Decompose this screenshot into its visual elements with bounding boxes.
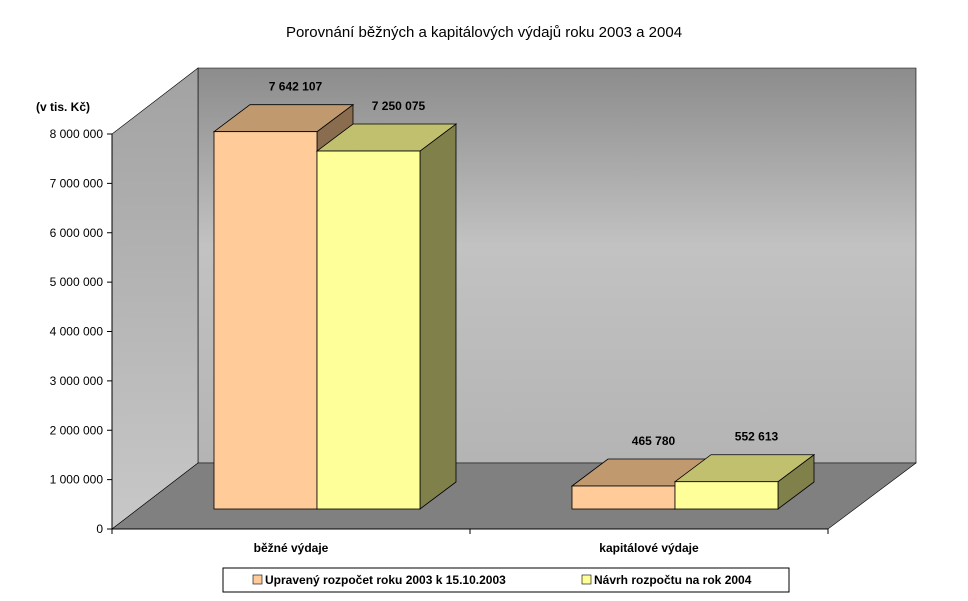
- y-axis: 0 1 000 000 2 000 000 3 000 000 4 000 000 5 0…: [50, 127, 113, 536]
- y-tick-label: 5 000 000: [50, 275, 104, 289]
- x-axis: běžné výdaje kapitálové výdaje: [111, 528, 829, 555]
- y-tick-label: 8 000 000: [50, 127, 104, 141]
- y-tick-label: 4 000 000: [50, 325, 104, 339]
- x-category-label: kapitálové výdaje: [599, 541, 699, 555]
- y-tick-label: 7 000 000: [50, 176, 104, 190]
- legend-swatch-series-1: [252, 574, 263, 585]
- y-tick-label: 0: [96, 522, 103, 536]
- bar-data-label: 7 642 107: [269, 80, 323, 94]
- legend: Upravený rozpočet roku 2003 k 15.10.2003…: [222, 567, 790, 593]
- legend-swatch-series-2: [581, 574, 592, 585]
- bars: [212, 103, 816, 510]
- data-labels: 7 642 107 7 250 075 465 780 552 613: [269, 80, 779, 448]
- bar-front-face: [213, 131, 318, 510]
- x-category-label: běžné výdaje: [254, 541, 329, 555]
- bar: [315, 123, 458, 510]
- bar-front-face: [674, 481, 779, 510]
- bar-data-label: 465 780: [632, 434, 676, 448]
- legend-box: [222, 567, 790, 593]
- bar-data-label: 7 250 075: [372, 99, 426, 113]
- y-tick-label: 2 000 000: [50, 423, 104, 437]
- y-axis-unit-label: (v tis. Kč): [36, 100, 90, 114]
- bar: [673, 453, 816, 510]
- bar-side-face: [419, 123, 457, 510]
- y-tick-label: 1 000 000: [50, 473, 104, 487]
- bar-data-label: 552 613: [735, 430, 779, 444]
- legend-label-series-2: Návrh rozpočtu na rok 2004: [594, 573, 752, 587]
- chart-title: Porovnání běžných a kapitálových výdajů …: [286, 24, 682, 41]
- legend-label-series-1: Upravený rozpočet roku 2003 k 15.10.2003: [265, 573, 506, 587]
- bar-front-face: [571, 485, 676, 510]
- bar-front-face: [316, 150, 421, 510]
- left-wall: [111, 67, 199, 530]
- y-tick-label: 3 000 000: [50, 374, 104, 388]
- y-tick-label: 6 000 000: [50, 226, 104, 240]
